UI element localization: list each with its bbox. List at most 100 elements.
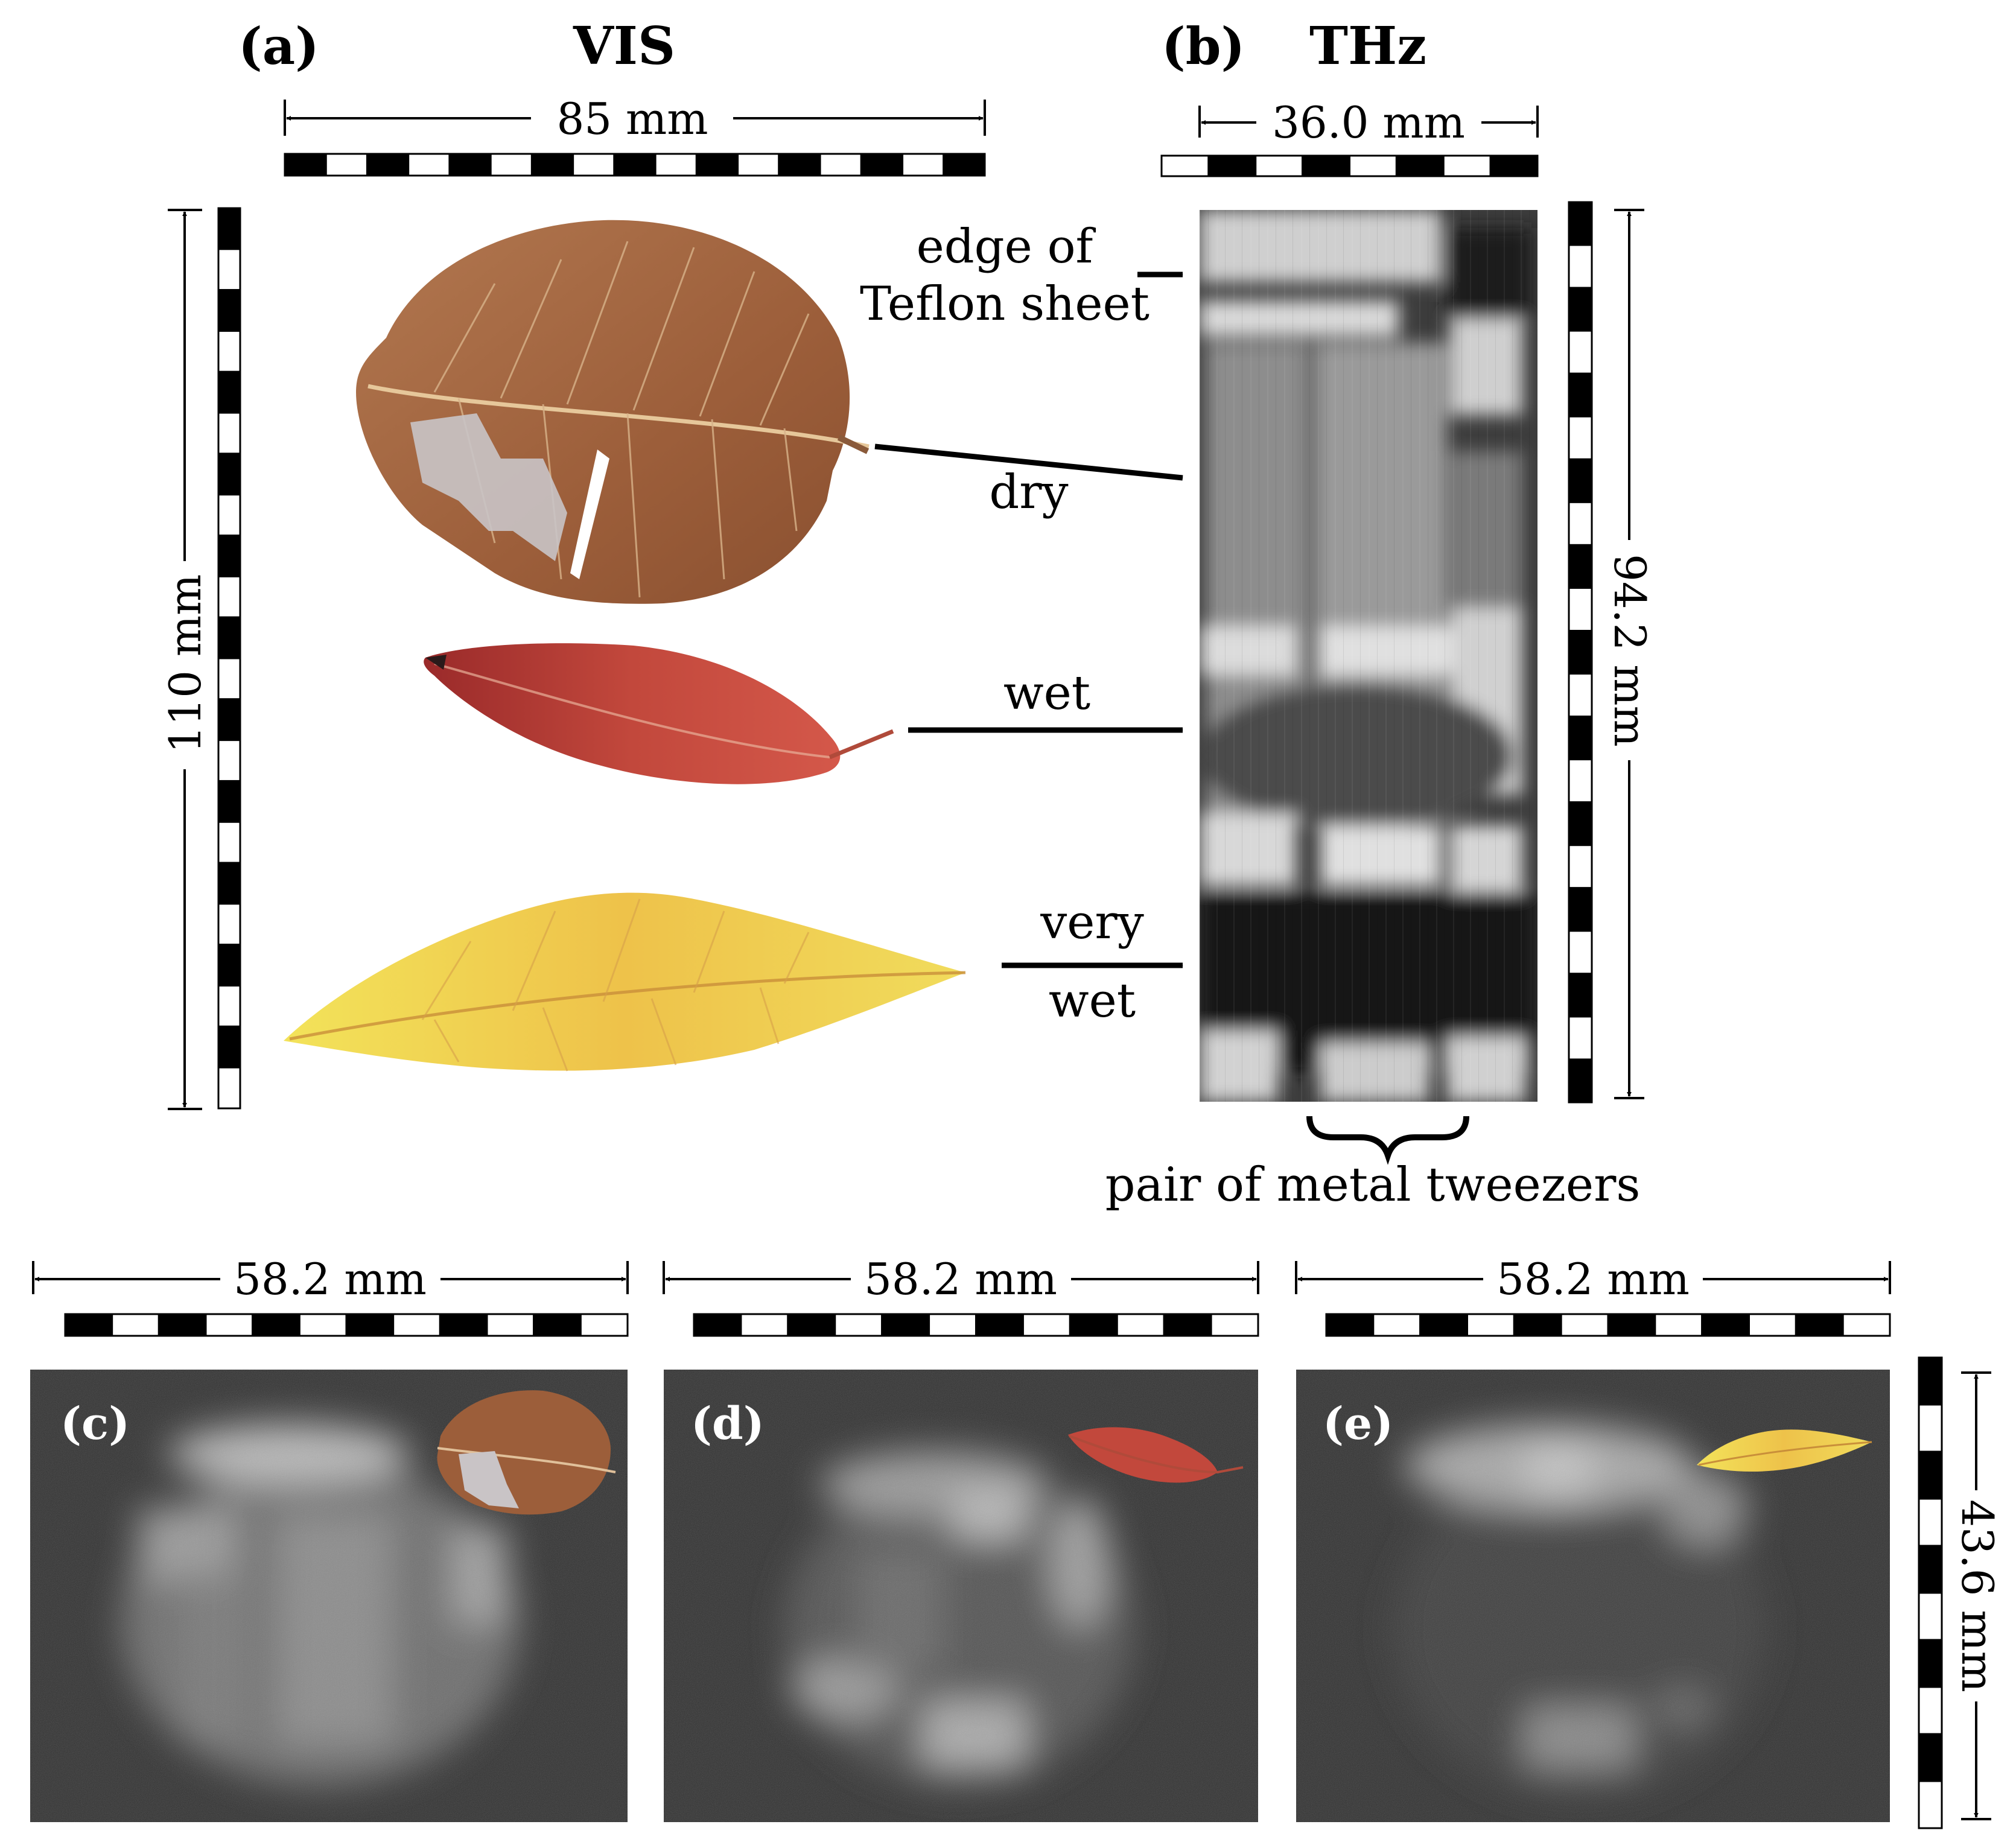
scale-segment [64, 1313, 113, 1337]
scale-segment [217, 944, 241, 987]
scale-segment [325, 153, 368, 177]
scale-segment [217, 289, 241, 332]
scale-segment [217, 329, 241, 373]
scale-segment [928, 1313, 978, 1337]
scale-segment [819, 153, 862, 177]
scale-segment [217, 616, 241, 659]
scale-segment [1568, 629, 1593, 675]
scale-segment [1568, 844, 1593, 889]
scale-segment [1568, 329, 1593, 375]
scale-segment [530, 153, 574, 177]
scale-segment [693, 1313, 742, 1337]
scale-segment [1163, 1313, 1212, 1337]
very-wet-leaf-thumbnail [1697, 1429, 1872, 1472]
scale-segment [1568, 1058, 1593, 1104]
c-scale-bar [64, 1313, 629, 1337]
panel-label-e: (e) [1323, 1398, 1393, 1450]
bottom-right-scale-bar [1918, 1356, 1943, 1829]
scale-segment [1842, 1313, 1891, 1337]
panel-label-b: (b) [1162, 16, 1245, 76]
scale-segment [1918, 1733, 1943, 1782]
scale-segment [1349, 154, 1398, 177]
scale-segment [111, 1313, 160, 1337]
scale-segment [217, 453, 241, 496]
scale-segment [740, 1313, 789, 1337]
scale-segment [1254, 154, 1304, 177]
scale-segment [1918, 1450, 1943, 1500]
dry-leaf-thumbnail [437, 1390, 616, 1515]
dry-arrow [874, 443, 1183, 481]
thz-top-scale-bar [1160, 154, 1539, 177]
thz-height-label: 94.2 mm [1604, 554, 1655, 747]
scale-segment [1160, 154, 1210, 177]
scale-segment [1918, 1545, 1943, 1594]
thz-image [1200, 210, 1537, 1102]
scale-segment [1560, 1313, 1609, 1337]
panel-label-c: (c) [60, 1398, 130, 1450]
thz-image-d: (d) [664, 1370, 1258, 1822]
scale-segment [217, 207, 241, 250]
tweezers-annotation: pair of metal tweezers [1105, 1158, 1641, 1212]
scale-segment [1372, 1313, 1422, 1337]
scale-segment [533, 1313, 582, 1337]
scale-segment [1568, 673, 1593, 718]
scale-segment [1302, 154, 1350, 177]
very-wet-annotation-line2: wet [1049, 974, 1136, 1028]
scale-segment [366, 153, 410, 177]
scale-segment [298, 1313, 348, 1337]
thz-image-c: (c) [30, 1370, 628, 1822]
scale-segment [1419, 1313, 1469, 1337]
scale-segment [448, 153, 492, 177]
vis-width-label: 85 mm [556, 94, 708, 144]
scale-segment [654, 153, 698, 177]
scale-segment [695, 153, 739, 177]
scale-segment [1325, 1313, 1375, 1337]
c-width-dimension: 58.2 mm [32, 1254, 629, 1304]
thz-width-dimension: 36.0 mm [1198, 97, 1539, 148]
scale-segment [489, 153, 533, 177]
vis-left-scale-bar [217, 207, 241, 1110]
scale-segment [1116, 1313, 1165, 1337]
d-scale-bar [693, 1313, 1259, 1337]
scale-segment [1442, 154, 1492, 177]
e-width-label: 58.2 mm [1496, 1254, 1690, 1304]
scale-segment [901, 153, 945, 177]
scale-segment [1210, 1313, 1259, 1337]
scale-segment [1568, 887, 1593, 932]
scale-segment [217, 248, 241, 291]
scale-segment [1568, 544, 1593, 589]
scale-segment [860, 153, 904, 177]
panel-label-d: (d) [691, 1398, 765, 1450]
c-width-label: 58.2 mm [234, 1254, 427, 1304]
wet-annotation: wet [1003, 666, 1090, 720]
scale-segment [345, 1313, 395, 1337]
scale-segment [217, 862, 241, 905]
scale-segment [579, 1313, 629, 1337]
wet-leaf-photo [424, 643, 894, 784]
very-wet-leaf-photo [284, 892, 966, 1072]
scale-segment [778, 153, 821, 177]
scale-segment [1489, 154, 1539, 177]
scale-segment [217, 535, 241, 577]
scale-segment [1918, 1639, 1943, 1688]
scale-segment [217, 370, 241, 414]
scale-segment [1918, 1498, 1943, 1547]
e-width-dimension: 58.2 mm [1295, 1254, 1891, 1304]
scale-segment [1568, 372, 1593, 418]
scale-segment [613, 153, 657, 177]
wet-leaf-thumbnail [1068, 1427, 1244, 1483]
scale-segment [205, 1313, 254, 1337]
scale-segment [1568, 801, 1593, 847]
scale-segment [834, 1313, 883, 1337]
scale-segment [217, 985, 241, 1028]
scale-segment [1568, 1015, 1593, 1061]
dry-leaf-photo [356, 220, 870, 604]
scale-segment [217, 739, 241, 782]
e-scale-bar [1325, 1313, 1891, 1337]
scale-segment [1568, 201, 1593, 246]
edge-annotation-line1: edge of [917, 220, 1096, 274]
panel-label-a: (a) [238, 16, 319, 76]
scale-segment [392, 1313, 441, 1337]
scale-segment [217, 903, 241, 946]
scale-segment [1918, 1356, 1943, 1406]
